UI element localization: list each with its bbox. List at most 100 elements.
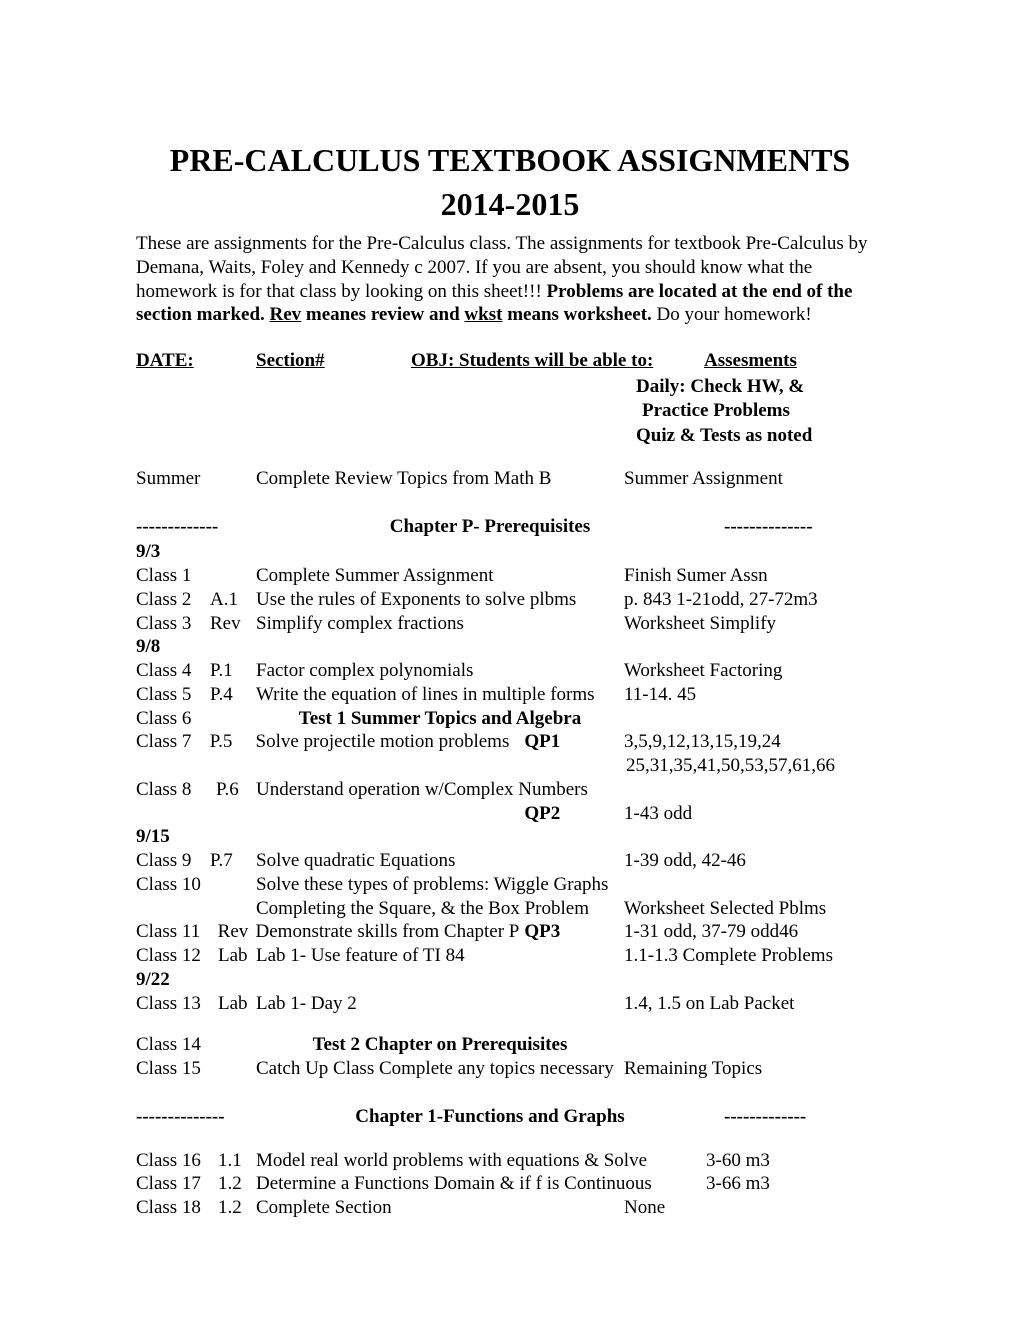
class-2-obj: Use the rules of Exponents to solve plbm… bbox=[256, 588, 624, 612]
class-5-label: Class 5 bbox=[136, 683, 210, 707]
daily-line-2: Practice Problems bbox=[642, 399, 884, 424]
class-5-sec: P.4 bbox=[210, 683, 256, 707]
class-3-obj: Simplify complex fractions bbox=[256, 612, 624, 636]
class-8-assess: 1-43 odd bbox=[624, 802, 884, 826]
class-9-row: Class 9 P.7 Solve quadratic Equations 1-… bbox=[136, 849, 884, 873]
class-8-row: Class 8 P.6 Understand operation w/Compl… bbox=[136, 778, 884, 802]
intro-text-2: Do your homework! bbox=[652, 304, 812, 325]
summer-date: Summer bbox=[136, 467, 256, 491]
class-13-assess: 1.4, 1.5 on Lab Packet bbox=[624, 992, 884, 1016]
class-15-row: Class 15 Catch Up Class Complete any top… bbox=[136, 1057, 884, 1081]
page-year: 2014-2015 bbox=[136, 184, 884, 224]
class-3-label: Class 3 bbox=[136, 612, 210, 636]
intro-bold-2b: means worksheet. bbox=[502, 304, 651, 325]
header-assess: Assesments bbox=[704, 349, 884, 373]
class-8-obj: Understand operation w/Complex Numbers bbox=[256, 778, 884, 802]
class-18-obj: Complete Section bbox=[256, 1196, 624, 1220]
date-9-8: 9/8 bbox=[136, 635, 884, 659]
class-10-row: Class 10 Solve these types of problems: … bbox=[136, 873, 884, 897]
class-12-obj: Lab 1- Use feature of TI 84 bbox=[256, 944, 624, 968]
dashes-left: ------------- bbox=[136, 515, 256, 539]
class-15-obj: Catch Up Class Complete any topics neces… bbox=[256, 1057, 624, 1081]
class-16-sec: 1.1 bbox=[218, 1149, 256, 1173]
class-1-obj: Complete Summer Assignment bbox=[256, 564, 624, 588]
class-4-label: Class 4 bbox=[136, 659, 210, 683]
class-8-sec: P.6 bbox=[216, 778, 256, 802]
class-1-assess: Finish Sumer Assn bbox=[624, 564, 884, 588]
class-8-label: Class 8 bbox=[136, 778, 216, 802]
header-obj: OBJ: Students will be able to: bbox=[411, 349, 704, 373]
intro-paragraph: These are assignments for the Pre-Calcul… bbox=[136, 232, 884, 327]
class-9-label: Class 9 bbox=[136, 849, 210, 873]
class-18-row: Class 18 1.2 Complete Section None bbox=[136, 1196, 884, 1220]
class-11-assess: 1-31 odd, 37-79 odd46 bbox=[624, 920, 884, 944]
class-3-row: Class 3 Rev Simplify complex fractions W… bbox=[136, 612, 884, 636]
class-11-qp: QP3 bbox=[524, 920, 624, 944]
class-13-label: Class 13 bbox=[136, 992, 218, 1016]
date-9-15: 9/15 bbox=[136, 825, 884, 849]
class-17-obj: Determine a Functions Domain & if f is C… bbox=[256, 1172, 706, 1196]
daily-note: Daily: Check HW, & Practice Problems Qui… bbox=[636, 375, 884, 449]
summer-obj: Complete Review Topics from Math B bbox=[256, 467, 624, 491]
class-6-test: Test 1 Summer Topics and Algebra bbox=[256, 707, 624, 731]
class-10-row-2: Completing the Square, & the Box Problem… bbox=[136, 897, 884, 921]
class-7-sec: P.5 bbox=[210, 730, 256, 754]
class-3-sec: Rev bbox=[210, 612, 256, 636]
class-10-assess: Worksheet Selected Pblms bbox=[624, 897, 884, 921]
class-17-sec: 1.2 bbox=[218, 1172, 256, 1196]
class-8-row-2: QP2 1-43 odd bbox=[136, 802, 884, 826]
class-7-label: Class 7 bbox=[136, 730, 210, 754]
class-11-row: Class 11 Rev Demonstrate skills from Cha… bbox=[136, 920, 884, 944]
date-9-3: 9/3 bbox=[136, 540, 884, 564]
class-5-assess: 11-14. 45 bbox=[624, 683, 884, 707]
class-2-sec: A.1 bbox=[210, 588, 256, 612]
class-16-row: Class 16 1.1 Model real world problems w… bbox=[136, 1149, 884, 1173]
class-13-obj: Lab 1- Day 2 bbox=[256, 992, 624, 1016]
column-headers: DATE: Section# OBJ: Students will be abl… bbox=[136, 349, 884, 373]
class-9-sec: P.7 bbox=[210, 849, 256, 873]
chapter-p-title: Chapter P- Prerequisites bbox=[256, 515, 724, 539]
class-7-qp: QP1 bbox=[524, 730, 624, 754]
class-18-label: Class 18 bbox=[136, 1196, 218, 1220]
class-1-label: Class 1 bbox=[136, 564, 256, 588]
class-12-assess: 1.1-1.3 Complete Problems bbox=[624, 944, 884, 968]
class-2-label: Class 2 bbox=[136, 588, 210, 612]
class-9-obj: Solve quadratic Equations bbox=[256, 849, 624, 873]
class-17-assess: 3-66 m3 bbox=[706, 1172, 770, 1196]
class-12-label: Class 12 bbox=[136, 944, 218, 968]
class-6-label: Class 6 bbox=[136, 707, 256, 731]
class-3-assess: Worksheet Simplify bbox=[624, 612, 884, 636]
page-title: PRE-CALCULUS TEXTBOOK ASSIGNMENTS bbox=[136, 140, 884, 180]
class-18-sec: 1.2 bbox=[218, 1196, 256, 1220]
date-9-22: 9/22 bbox=[136, 968, 884, 992]
class-11-label: Class 11 bbox=[136, 920, 218, 944]
class-5-row: Class 5 P.4 Write the equation of lines … bbox=[136, 683, 884, 707]
class-14-row: Class 14 Test 2 Chapter on Prerequisites bbox=[136, 1033, 884, 1057]
dashes-right: -------------- bbox=[724, 515, 884, 539]
daily-line-3: Quiz & Tests as noted bbox=[636, 424, 884, 449]
class-18-assess: None bbox=[624, 1196, 884, 1220]
class-10-obj: Solve these types of problems: Wiggle Gr… bbox=[256, 873, 884, 897]
daily-line-1: Daily: Check HW, & bbox=[636, 375, 884, 400]
chapter-1-title: Chapter 1-Functions and Graphs bbox=[256, 1105, 724, 1129]
class-7-assess: 3,5,9,12,13,15,19,24 bbox=[624, 730, 884, 754]
class-13-sec: Lab bbox=[218, 992, 256, 1016]
class-11-sec: Rev bbox=[218, 920, 256, 944]
header-section: Section# bbox=[256, 349, 411, 373]
class-17-label: Class 17 bbox=[136, 1172, 218, 1196]
class-16-label: Class 16 bbox=[136, 1149, 218, 1173]
summer-row: Summer Complete Review Topics from Math … bbox=[136, 467, 884, 491]
class-17-row: Class 17 1.2 Determine a Functions Domai… bbox=[136, 1172, 884, 1196]
dashes-right-1: ------------- bbox=[724, 1105, 884, 1129]
class-11-obj: Demonstrate skills from Chapter P bbox=[256, 920, 525, 944]
class-6-row: Class 6 Test 1 Summer Topics and Algebra bbox=[136, 707, 884, 731]
class-14-label: Class 14 bbox=[136, 1033, 256, 1057]
class-12-sec: Lab bbox=[218, 944, 256, 968]
class-16-obj: Model real world problems with equations… bbox=[256, 1149, 706, 1173]
class-14-test: Test 2 Chapter on Prerequisites bbox=[256, 1033, 624, 1057]
class-9-assess: 1-39 odd, 42-46 bbox=[624, 849, 884, 873]
class-7-row: Class 7 P.5 Solve projectile motion prob… bbox=[136, 730, 884, 754]
class-1-row: Class 1 Complete Summer Assignment Finis… bbox=[136, 564, 884, 588]
class-16-assess: 3-60 m3 bbox=[706, 1149, 770, 1173]
summer-assess: Summer Assignment bbox=[624, 467, 884, 491]
